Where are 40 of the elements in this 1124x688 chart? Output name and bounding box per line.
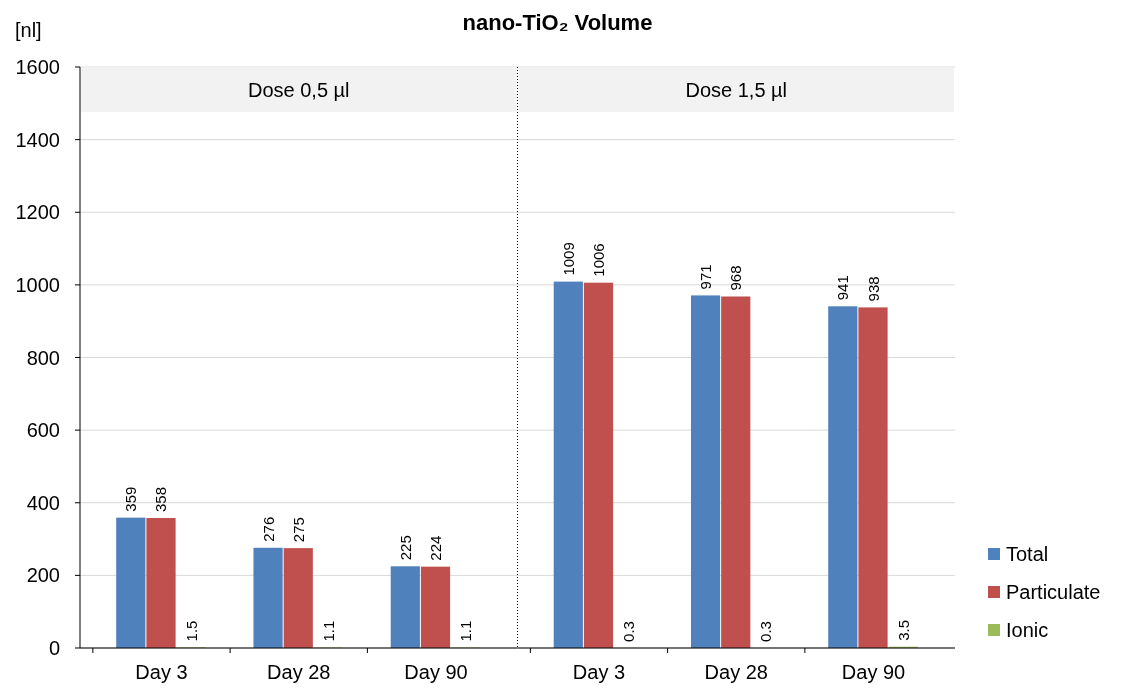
data-label: 224 xyxy=(427,535,444,561)
x-tick-label: Day 28 xyxy=(704,661,768,683)
data-label: 941 xyxy=(834,275,852,301)
y-tick-label: 1400 xyxy=(15,128,60,151)
y-tick-label: 1200 xyxy=(15,201,60,224)
data-label: 3.5 xyxy=(894,619,912,641)
data-label: 938 xyxy=(864,276,882,302)
data-label: 0.3 xyxy=(620,621,638,642)
x-tick-label: Day 28 xyxy=(267,661,331,683)
data-label: 1.5 xyxy=(182,620,200,642)
data-label: 358 xyxy=(152,486,170,512)
legend-label: Particulate xyxy=(1006,581,1101,603)
data-label: 225 xyxy=(396,535,414,561)
y-tick-label: 0 xyxy=(48,637,60,659)
text: Dose 0,5 µl xyxy=(247,79,350,101)
x-tick-label: Day 90 xyxy=(841,661,906,683)
data-label: 1.1 xyxy=(457,620,475,642)
x-tick-label: Day 3 xyxy=(572,661,626,683)
chart-title: nano-TiO₂ Volume xyxy=(462,10,653,35)
data-label: 1.1 xyxy=(319,620,337,642)
y-tick-label: 800 xyxy=(26,346,60,369)
text: Dose 1,5 µl xyxy=(685,79,788,101)
legend-label: Total xyxy=(1006,543,1049,565)
y-tick-label: 1600 xyxy=(15,56,60,78)
y-tick-label: 400 xyxy=(26,491,60,514)
x-tick-label: Day 90 xyxy=(404,661,468,683)
y-axis-title: [nl] xyxy=(15,19,42,41)
y-tick-label: 600 xyxy=(26,419,60,442)
data-label: 1006 xyxy=(590,243,607,277)
data-label: 359 xyxy=(122,486,140,512)
y-tick-label: 200 xyxy=(26,564,60,587)
data-label: 0.3 xyxy=(757,621,775,642)
data-label: 275 xyxy=(289,517,307,543)
y-tick-label: 1000 xyxy=(15,273,60,296)
x-tick-label: Day 3 xyxy=(135,661,188,683)
data-label: 1009 xyxy=(559,242,577,276)
legend-label: Ionic xyxy=(1006,619,1049,641)
data-label: 276 xyxy=(259,516,277,542)
data-label: 968 xyxy=(727,265,745,291)
data-label: 971 xyxy=(697,264,715,290)
